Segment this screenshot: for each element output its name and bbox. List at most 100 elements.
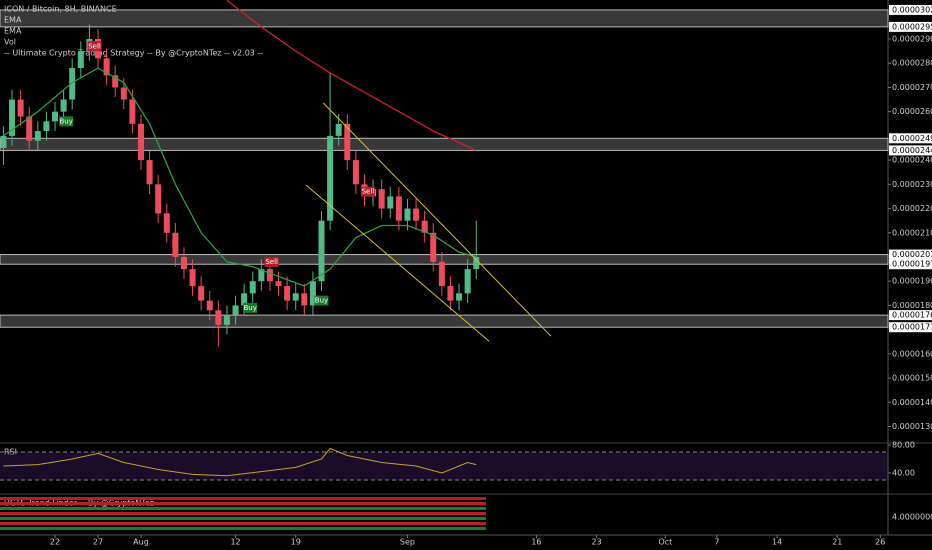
- y-tick-label: 0.00001800: [892, 301, 932, 310]
- legend-entry: EMA: [4, 16, 22, 25]
- candle-body: [137, 123, 144, 161]
- candle-body: [249, 281, 256, 294]
- candle-body: [163, 213, 170, 233]
- candle-body: [34, 131, 41, 141]
- ema-line: [226, 0, 477, 151]
- x-tick-label: Oct: [658, 538, 672, 547]
- candle-body: [464, 269, 471, 294]
- chart-title: ICON / Bitcoin, 8H, BINANCE: [4, 5, 117, 14]
- candle-body: [241, 293, 248, 306]
- candle-body: [430, 232, 437, 262]
- rsi-line: [3, 447, 477, 477]
- candle-body: [223, 315, 230, 325]
- price-label: 0.00002010: [892, 250, 932, 259]
- candle-body: [387, 196, 394, 209]
- candle-body: [395, 196, 402, 221]
- price-label-box: [889, 133, 932, 144]
- candle-body: [344, 123, 351, 161]
- trend-line: [305, 184, 490, 342]
- candle-body: [103, 58, 110, 76]
- zone: [0, 9, 889, 28]
- candle-body: [155, 184, 162, 214]
- price-label-box: [889, 4, 932, 15]
- price-label-box: [889, 249, 932, 260]
- candle-body: [120, 87, 127, 100]
- x-tick-label: Sep: [400, 538, 415, 547]
- x-tick-label: 16: [531, 538, 541, 547]
- x-tick-label: 21: [832, 538, 842, 547]
- candle-body: [284, 286, 291, 301]
- candle-body: [404, 208, 411, 221]
- y-tick-label: 0.00002300: [892, 180, 932, 189]
- signal-box: [87, 41, 102, 52]
- candle-body: [112, 75, 119, 88]
- candle-body: [292, 293, 299, 301]
- candle-body: [189, 269, 196, 287]
- y-tick-label: 0.00001900: [892, 277, 932, 286]
- signal-label: Buy: [315, 297, 328, 305]
- candle-body: [258, 269, 265, 282]
- candle-body: [17, 99, 24, 117]
- x-tick-label: Aug: [133, 538, 149, 547]
- candle-body: [0, 135, 7, 148]
- x-tick-label: 27: [93, 538, 103, 547]
- candle-body: [77, 51, 84, 69]
- legend-entry: -- Ultimate Crypto Trading Strategy -- B…: [4, 49, 263, 58]
- candle-body: [275, 281, 282, 287]
- rsi-tick-label: 80.00: [892, 440, 915, 449]
- y-tick-label: 0.00001400: [892, 398, 932, 407]
- candle-body: [69, 68, 76, 100]
- x-tick-label: 14: [772, 538, 782, 547]
- price-label-box: [889, 310, 932, 321]
- price-label-box: [889, 322, 932, 333]
- candle-body: [473, 256, 480, 270]
- y-tick-label: 0.00002400: [892, 156, 932, 165]
- signal-box: [264, 256, 279, 267]
- candle-body: [26, 116, 33, 141]
- legend-entry: Vol: [4, 38, 16, 47]
- y-tick-label: 0.00002200: [892, 204, 932, 213]
- price-label: 0.00001710: [892, 323, 932, 332]
- candle-body: [335, 123, 342, 136]
- signal-box: [360, 186, 375, 197]
- y-tick-label: 0.00002700: [892, 83, 932, 92]
- signal-label: Sell: [265, 258, 278, 266]
- candle-body: [318, 220, 325, 282]
- candle-body: [172, 232, 179, 257]
- candle-body: [438, 261, 445, 287]
- y-tick-label: 0.00001300: [892, 422, 932, 431]
- candle-body: [266, 269, 273, 282]
- price-label: 0.00002490: [892, 134, 932, 143]
- x-tick-label: 12: [230, 538, 240, 547]
- y-tick-label: 0.00002100: [892, 228, 932, 237]
- candle-body: [180, 256, 187, 270]
- signal-label: Sell: [362, 188, 375, 196]
- price-label-box: [889, 145, 932, 156]
- signal-label: Buy: [59, 117, 72, 125]
- x-tick-label: 7: [714, 538, 719, 547]
- ema-line: [3, 67, 477, 287]
- x-tick-label: 19: [291, 538, 301, 547]
- price-label: 0.00003020: [892, 5, 932, 14]
- trend-finder-stripes: [0, 497, 486, 530]
- y-tick-label: 0.00002600: [892, 107, 932, 116]
- candle-body: [232, 305, 239, 316]
- candle-body: [146, 160, 153, 185]
- price-label: 0.00001760: [892, 311, 932, 320]
- signal-label: Sell: [88, 42, 101, 50]
- candle-body: [413, 208, 420, 221]
- candle-body: [52, 111, 59, 122]
- price-label: 0.00002440: [892, 146, 932, 155]
- candle-body: [378, 189, 385, 209]
- candle-body: [198, 286, 205, 301]
- trend-line: [322, 102, 552, 337]
- x-tick-label: 22: [50, 538, 60, 547]
- price-label-box: [889, 21, 932, 32]
- signal-box: [59, 116, 74, 127]
- signal-label: Buy: [243, 304, 256, 312]
- candle-body: [352, 160, 359, 185]
- trend-finder-tick: 4.0000000: [892, 513, 932, 522]
- y-tick-label: 0.00002800: [892, 59, 932, 68]
- candle-body: [421, 220, 428, 233]
